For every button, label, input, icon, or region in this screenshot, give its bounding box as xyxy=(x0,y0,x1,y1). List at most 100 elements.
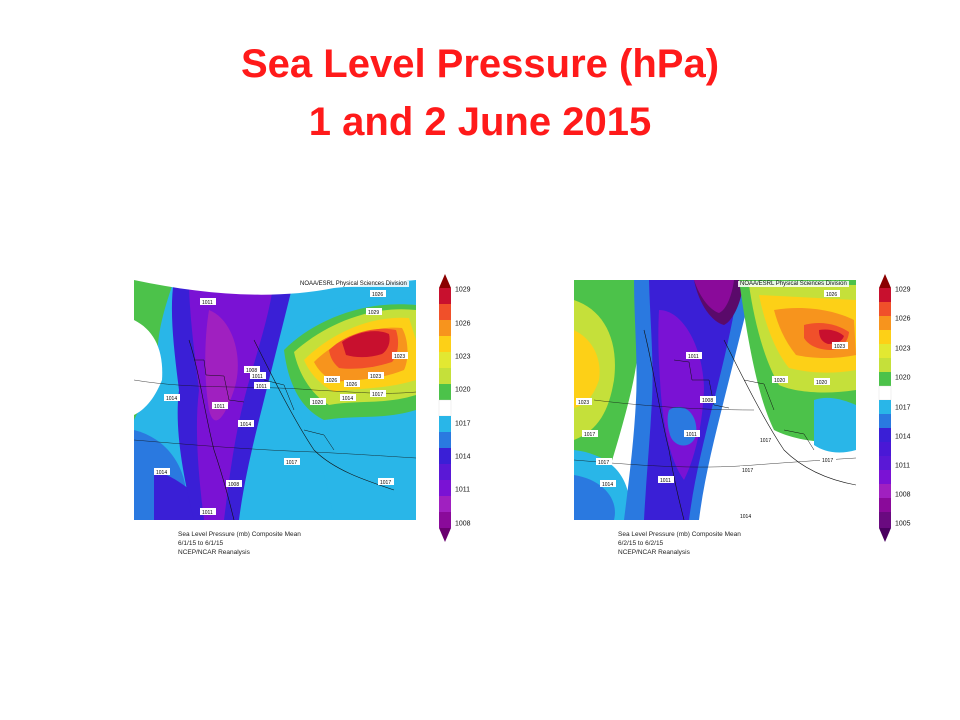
svg-text:1017: 1017 xyxy=(598,460,609,466)
svg-text:1011: 1011 xyxy=(252,374,263,380)
svg-text:1011: 1011 xyxy=(214,404,225,410)
contour-label-1023-d: 1023 xyxy=(832,342,848,350)
contour-label-1011-e: 1011 xyxy=(250,372,266,380)
svg-text:1011: 1011 xyxy=(660,478,671,484)
colorbar-tick: 1005 xyxy=(895,520,911,528)
slp-map-panel-june2: 1023 1026 1011 1008 1011 1023 1020 1020 … xyxy=(568,272,911,572)
contour-label-1008-a: 1008 xyxy=(244,366,260,374)
slp-map-june2-svg: 1023 1026 1011 1008 1011 1023 1020 1020 … xyxy=(574,280,856,520)
colorbar-tick: 1011 xyxy=(895,462,911,470)
contour-label-1020-b: 1020 xyxy=(814,378,830,386)
page-title-line2: 1 and 2 June 2015 xyxy=(308,100,652,144)
contour-label-1026-c: 1026 xyxy=(344,380,360,388)
svg-text:1014: 1014 xyxy=(740,514,751,520)
svg-text:1011: 1011 xyxy=(202,510,213,516)
colorbar-june1-svg xyxy=(438,274,452,542)
slp-map-june1-svg: 1011 1026 1029 1023 1026 1008 1011 1020 … xyxy=(134,280,416,520)
svg-text:1026: 1026 xyxy=(372,292,383,298)
svg-text:1026: 1026 xyxy=(826,292,837,298)
svg-text:1026: 1026 xyxy=(346,382,357,388)
caption-line-source: NCEP/NCAR Reanalysis xyxy=(618,549,690,556)
caption-line-source: NCEP/NCAR Reanalysis xyxy=(178,549,250,556)
contour-label-1014-c: 1014 xyxy=(154,468,170,476)
svg-text:1014: 1014 xyxy=(342,396,353,402)
svg-text:1017: 1017 xyxy=(286,460,297,466)
svg-text:1020: 1020 xyxy=(312,400,323,406)
colorbar-tick: 1026 xyxy=(895,315,911,323)
svg-text:1008: 1008 xyxy=(228,482,239,488)
contour-label-1017-d: 1017 xyxy=(758,436,774,444)
contour-label-1008-c: 1008 xyxy=(700,396,716,404)
svg-text:1014: 1014 xyxy=(166,396,177,402)
caption-line-dates: 6/2/15 to 6/2/15 xyxy=(618,540,664,547)
contour-label-1014-b: 1014 xyxy=(238,420,254,428)
contour-label-1011-b: 1011 xyxy=(254,382,270,390)
map-caption: Sea Level Pressure (mb) Composite Mean 6… xyxy=(178,530,301,557)
svg-text:1014: 1014 xyxy=(240,422,251,428)
contour-label-1017-c: 1017 xyxy=(378,478,394,486)
caption-line-title: Sea Level Pressure (mb) Composite Mean xyxy=(618,531,741,538)
contour-label-1014-a: 1014 xyxy=(164,394,180,402)
map-caption: Sea Level Pressure (mb) Composite Mean 6… xyxy=(618,530,741,557)
contour-label-1008-b: 1008 xyxy=(226,480,242,488)
contour-label-1026-d: 1026 xyxy=(824,290,840,298)
contour-label-1026-b: 1026 xyxy=(324,376,340,384)
svg-text:1029: 1029 xyxy=(368,310,379,316)
contour-label-1026-a: 1026 xyxy=(370,290,386,298)
colorbar-tick: 1008 xyxy=(895,491,911,499)
colorbar-june1: 1029 1026 1023 1020 1017 1014 1011 1008 xyxy=(438,274,478,542)
contour-label-1014-f: 1014 xyxy=(738,512,754,520)
colorbar-june2: 1029 1026 1023 1020 1017 1014 1011 1008 … xyxy=(878,274,918,542)
svg-text:1011: 1011 xyxy=(202,300,213,306)
svg-text:1023: 1023 xyxy=(834,344,845,350)
contour-label-1017-e: 1017 xyxy=(596,458,612,466)
svg-text:1008: 1008 xyxy=(702,398,713,404)
svg-text:1023: 1023 xyxy=(394,354,405,360)
contour-label-1020: 1020 xyxy=(310,398,326,406)
contour-label-1011-h: 1011 xyxy=(658,476,674,484)
svg-text:1017: 1017 xyxy=(822,458,833,464)
colorbar-june2-svg xyxy=(878,274,892,542)
map-header-text: NOAA/ESRL Physical Sciences Division xyxy=(738,281,849,287)
colorbar-tick: 1017 xyxy=(895,404,911,412)
colorbar-tick: 1020 xyxy=(455,386,471,394)
caption-line-title: Sea Level Pressure (mb) Composite Mean xyxy=(178,531,301,538)
svg-text:1011: 1011 xyxy=(256,384,267,390)
svg-text:1014: 1014 xyxy=(602,482,613,488)
contour-label-1023-b: 1023 xyxy=(368,372,384,380)
slp-map-panel-june1: 1011 1026 1029 1023 1026 1008 1011 1020 … xyxy=(128,272,471,572)
svg-text:1017: 1017 xyxy=(372,392,383,398)
colorbar-tick: 1011 xyxy=(455,486,471,494)
colorbar-tick: 1026 xyxy=(455,320,471,328)
colorbar-tick: 1008 xyxy=(455,520,471,528)
contour-label-1011-d: 1011 xyxy=(200,508,216,516)
svg-text:1014: 1014 xyxy=(156,470,167,476)
svg-text:1017: 1017 xyxy=(760,438,771,444)
svg-text:1011: 1011 xyxy=(686,432,697,438)
svg-text:1017: 1017 xyxy=(380,480,391,486)
svg-text:1008: 1008 xyxy=(246,368,257,374)
svg-text:1020: 1020 xyxy=(816,380,827,386)
slp-map-june2: 1023 1026 1011 1008 1011 1023 1020 1020 … xyxy=(574,280,856,520)
contour-label-1017-b: 1017 xyxy=(370,390,386,398)
contour-label-1014-e: 1014 xyxy=(600,480,616,488)
colorbar-tick: 1023 xyxy=(455,353,471,361)
contour-label-1023-a: 1023 xyxy=(392,352,408,360)
contour-label-1020-a: 1020 xyxy=(772,376,788,384)
page-title-line1: Sea Level Pressure (hPa) xyxy=(240,42,720,86)
contour-label-1014-d: 1014 xyxy=(340,394,356,402)
svg-text:1026: 1026 xyxy=(326,378,337,384)
colorbar-tick: 1023 xyxy=(895,345,911,353)
caption-line-dates: 6/1/15 to 6/1/15 xyxy=(178,540,224,547)
map-header-text: NOAA/ESRL Physical Sciences Division xyxy=(298,281,409,287)
svg-text:1020: 1020 xyxy=(774,378,785,384)
svg-text:1023: 1023 xyxy=(578,400,589,406)
colorbar-tick: 1029 xyxy=(895,286,911,294)
contour-label-1011-f: 1011 xyxy=(686,352,702,360)
colorbar-tick: 1017 xyxy=(455,420,471,428)
contour-label-1017-h: 1017 xyxy=(820,456,836,464)
colorbar-tick: 1014 xyxy=(455,453,471,461)
contour-label-1017-a: 1017 xyxy=(284,458,300,466)
slp-map-june1: 1011 1026 1029 1023 1026 1008 1011 1020 … xyxy=(134,280,416,520)
colorbar-tick: 1029 xyxy=(455,286,471,294)
